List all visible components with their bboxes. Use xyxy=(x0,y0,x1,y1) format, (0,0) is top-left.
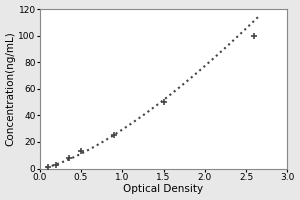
Y-axis label: Concentration(ng/mL): Concentration(ng/mL) xyxy=(6,31,16,146)
X-axis label: Optical Density: Optical Density xyxy=(123,184,204,194)
